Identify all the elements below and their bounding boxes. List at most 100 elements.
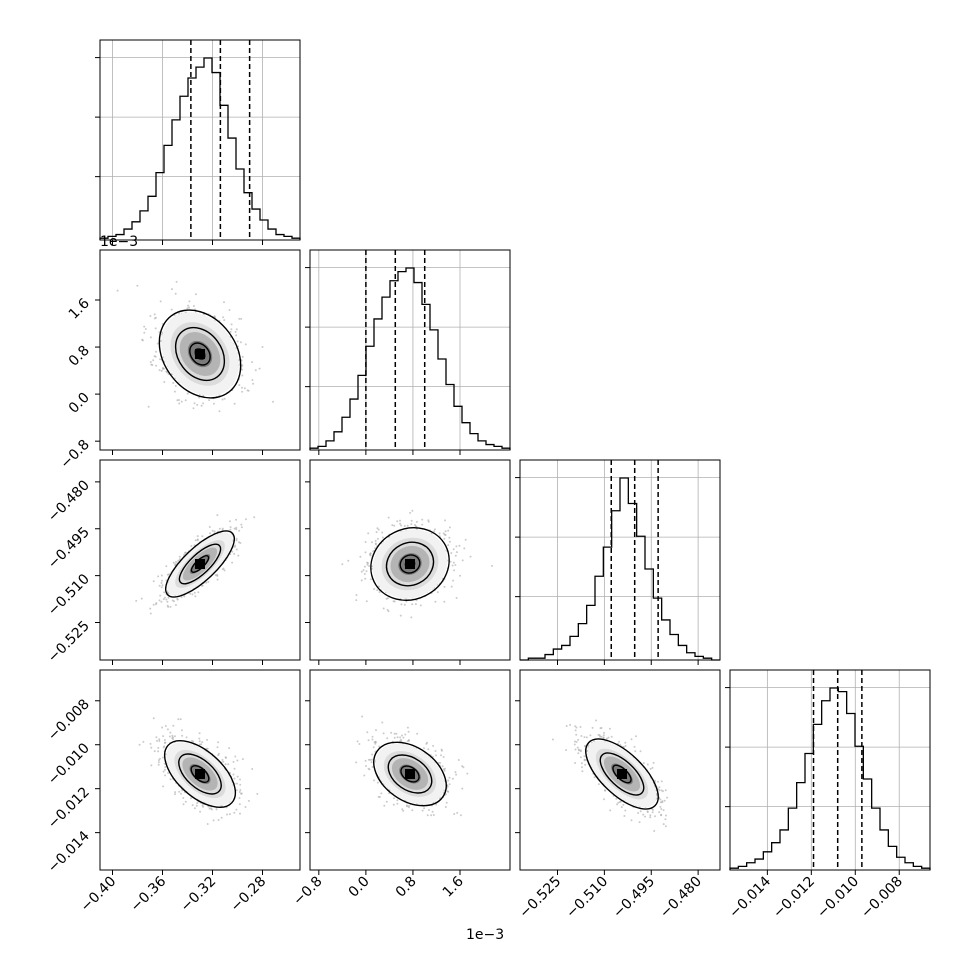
sample-point [365,600,368,603]
sample-point [193,807,196,810]
sample-point [444,793,447,796]
sample-point [371,567,373,570]
sample-point [371,753,374,756]
sample-point [187,304,190,307]
sample-point [223,301,225,304]
sample-point [459,574,462,577]
sample-point [406,524,409,527]
sample-point [169,731,172,734]
scatter-area [135,514,256,615]
sample-point [196,538,199,541]
scatter-y-ticklabel: 0.8 [66,343,93,370]
sample-point [149,336,152,339]
sample-point [163,762,166,765]
sample-point [409,511,412,514]
sample-point [245,518,247,521]
sample-point [450,585,453,588]
sample-point [434,600,437,603]
sample-point [618,740,621,743]
sample-point [174,735,176,738]
sample-point [373,779,375,782]
sample-point [239,341,242,344]
sample-point [192,407,195,410]
sample-point [233,552,236,555]
sample-point [241,758,244,761]
sample-point [386,597,389,600]
sample-point [157,750,160,753]
sample-point [234,755,237,758]
sample-point [261,346,264,348]
sample-point [381,531,384,534]
sample-point [173,390,176,393]
sample-point [235,526,238,529]
sample-point [161,367,164,370]
sample-point [152,359,155,362]
sample-point [193,591,196,594]
sample-point [371,766,374,768]
sample-point [444,806,447,808]
sample-point [235,808,238,811]
sample-point [575,733,578,736]
sample-point [162,598,165,601]
sample-point [239,783,242,786]
sample-point [190,797,192,800]
sample-point [169,605,172,608]
sample-point [238,384,241,387]
sample-point [208,399,211,402]
histogram-step [520,477,720,661]
sample-point [361,715,364,718]
hist-x-ticklabel: −0.014 [726,873,774,921]
panel-frame [99,669,301,871]
sample-point [442,532,445,535]
sample-point [434,528,436,531]
sample-point [227,763,230,766]
sample-point [452,561,455,564]
sample-point [616,803,619,806]
sample-point [453,569,456,572]
sample-point [369,554,372,557]
sample-point [183,553,186,556]
sample-point [183,595,186,598]
density-peak [195,559,205,569]
hist-panel-3 [515,459,721,661]
sample-point [155,350,157,353]
sample-point [164,725,167,727]
sample-point [218,394,221,397]
density-peak [405,559,415,569]
sample-point [229,528,232,531]
sample-point [159,300,162,303]
sample-point [623,815,626,817]
sample-point [391,524,394,527]
sample-point [421,523,424,526]
sample-point [236,340,239,343]
sample-point [459,814,462,817]
scatter-x-ticklabel: 0.0 [346,874,373,901]
sample-point [228,520,231,523]
sample-point [241,386,243,389]
sample-point [198,732,201,735]
sample-point [158,584,161,587]
sample-point [160,369,163,372]
sample-point [419,604,422,607]
sample-point [439,761,442,764]
sample-point [177,559,180,562]
scatter-area [355,715,469,817]
scatter-x-ticklabel: −0.36 [128,873,170,915]
sample-point [660,808,663,810]
sample-point [197,591,200,594]
scatter-panel-3-1 [99,459,301,661]
contour-line [370,527,450,601]
sample-point [241,374,244,377]
sample-point [158,599,161,602]
sample-point [209,532,211,535]
sample-point [198,737,201,740]
scatter-x-ticklabel: 1.6 [440,873,467,900]
sample-point [213,315,216,318]
sample-point [386,608,389,611]
sample-point [195,804,198,807]
sample-point [378,796,381,798]
sample-point [230,323,233,326]
sample-point [176,399,179,402]
density-peak [405,769,415,779]
sample-point [443,585,446,588]
